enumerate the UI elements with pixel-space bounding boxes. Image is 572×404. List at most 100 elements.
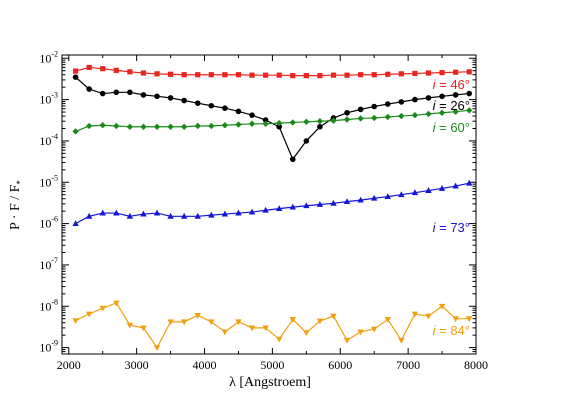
data-point <box>371 103 377 110</box>
data-point <box>344 109 350 116</box>
data-point <box>154 93 160 100</box>
x-tick-label: 5000 <box>260 358 284 372</box>
data-point <box>343 198 351 205</box>
data-point <box>344 72 350 78</box>
plot-frame <box>61 54 477 355</box>
data-point <box>113 209 120 216</box>
data-point <box>86 64 92 71</box>
data-point <box>263 72 269 78</box>
y-axis-ticks: 10-910-810-710-610-510-410-310-2 <box>39 49 476 355</box>
data-point <box>208 102 215 109</box>
series-label-value: = 46° <box>436 77 470 92</box>
data-point <box>262 117 269 123</box>
data-point <box>72 318 79 324</box>
data-point <box>330 72 337 78</box>
data-point <box>248 120 256 127</box>
data-point <box>343 337 351 344</box>
data-point <box>439 70 445 76</box>
data-point <box>289 317 296 323</box>
data-point <box>370 326 378 333</box>
series-label: i = 60° <box>433 120 470 135</box>
y-tick-exponent: -2 <box>51 49 58 58</box>
data-point <box>249 112 255 118</box>
data-point <box>154 71 160 77</box>
y-axis-label-main: P · F / F <box>8 184 23 230</box>
data-point <box>303 330 310 337</box>
series-label: i = 84° <box>433 323 470 338</box>
data-point <box>85 122 93 130</box>
data-point <box>100 66 106 72</box>
x-tick-label: 4000 <box>193 358 217 372</box>
data-point <box>72 74 79 80</box>
data-point <box>194 122 201 130</box>
data-point <box>275 205 283 212</box>
data-point <box>262 206 269 213</box>
data-point <box>167 319 174 326</box>
y-tick-exponent: -8 <box>51 297 58 306</box>
data-point <box>384 101 391 107</box>
data-point <box>411 311 419 318</box>
data-point <box>180 123 188 130</box>
data-point <box>452 92 459 98</box>
series-label-variable: i <box>433 77 437 92</box>
x-axis-ticks: 2000 3000 4000 5000 6000 7000 8000 <box>57 55 488 372</box>
data-point <box>235 319 242 326</box>
data-point <box>466 90 473 97</box>
y-tick-exponent: -5 <box>51 173 58 182</box>
y-tick-label: 10-7 <box>39 256 58 272</box>
data-point <box>466 179 473 186</box>
data-point <box>384 193 391 200</box>
data-point <box>208 122 215 130</box>
data-point <box>330 199 337 206</box>
y-tick-label: 10-2 <box>39 49 58 65</box>
data-point <box>385 71 391 77</box>
series-labels: i = 46°i = 26°i = 60°i = 73°i = 84° <box>433 77 470 338</box>
data-point <box>167 123 174 130</box>
y-tick-base: 10 <box>39 175 51 189</box>
x-axis-label: λ [Angstroem] <box>229 375 311 390</box>
data-point <box>316 318 324 325</box>
data-point <box>221 210 229 217</box>
data-point <box>85 311 93 318</box>
data-point <box>208 211 215 218</box>
data-point <box>412 70 418 77</box>
data-point <box>357 329 364 336</box>
data-point <box>425 70 432 76</box>
y-tick-label: 10-6 <box>39 215 58 231</box>
series-label-variable: i <box>433 220 437 235</box>
x-tick-label: 8000 <box>464 358 488 372</box>
y-axis-label: P · F / F* <box>8 180 25 230</box>
y-tick-label: 10-8 <box>39 297 58 313</box>
data-point <box>194 313 201 319</box>
data-point <box>316 201 324 207</box>
data-point <box>126 123 134 130</box>
data-point <box>221 329 229 336</box>
data-point <box>208 319 215 326</box>
data-point <box>72 128 79 135</box>
data-point <box>289 156 296 163</box>
data-point <box>113 67 119 73</box>
data-point <box>249 72 255 78</box>
data-point <box>371 72 377 78</box>
series-line <box>75 182 470 225</box>
data-point <box>99 122 106 129</box>
y-tick-label: 10-4 <box>39 132 58 148</box>
data-point <box>222 72 228 78</box>
data-point <box>167 212 174 219</box>
data-point <box>398 71 404 77</box>
series-label-variable: i <box>433 120 437 135</box>
y-tick-label: 10-9 <box>39 339 58 355</box>
y-tick-base: 10 <box>39 134 51 148</box>
data-point <box>316 118 324 125</box>
data-point <box>195 72 201 78</box>
series-2 <box>72 107 473 135</box>
data-point <box>275 119 283 127</box>
y-tick-exponent: -4 <box>51 132 58 141</box>
x-tick-label: 7000 <box>396 358 420 372</box>
data-point <box>398 191 405 198</box>
data-point <box>72 68 79 74</box>
y-tick-base: 10 <box>39 51 51 65</box>
data-point <box>330 117 337 124</box>
data-point <box>194 100 201 106</box>
data-point <box>181 72 187 78</box>
